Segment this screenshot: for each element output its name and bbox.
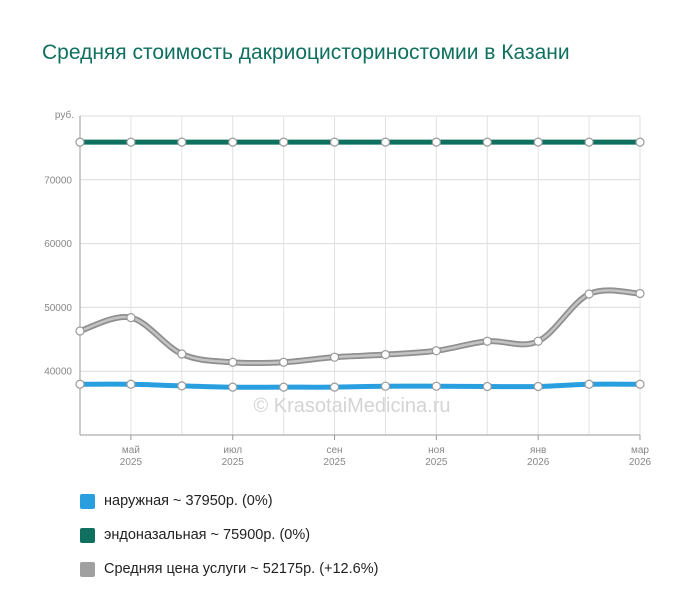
x-tick-label-year: 2026: [629, 457, 652, 468]
data-point: [482, 137, 492, 147]
y-unit-label: руб.: [55, 109, 74, 121]
x-tick-label-month: ноя: [428, 445, 445, 456]
x-tick-label-month: сен: [326, 445, 342, 456]
data-point: [279, 137, 289, 147]
legend-swatch-endonasal: [80, 527, 95, 543]
x-tick-label-year: 2025: [120, 457, 143, 468]
data-point: [635, 288, 645, 299]
legend-swatch-average: [80, 561, 95, 577]
data-point: [228, 137, 238, 147]
legend-label-average: Средняя цена услуги ~ 52175р. (+12.6%): [104, 561, 379, 577]
x-tick-label-month: май: [122, 445, 140, 456]
legend-item-average[interactable]: Средняя цена услуги ~ 52175р. (+12.6%): [80, 552, 378, 586]
legend-label-endonasal: эндоназальная ~ 75900р. (0%): [104, 527, 311, 543]
axis-labels: 40000500006000070000руб.май2025июл2025се…: [44, 109, 651, 468]
data-point: [126, 137, 136, 147]
y-tick-label: 60000: [44, 239, 72, 250]
series-endonasal: [75, 137, 645, 147]
data-point: [533, 336, 543, 346]
data-point: [635, 137, 645, 147]
data-point: [228, 382, 238, 392]
data-point: [329, 137, 340, 147]
data-point: [431, 137, 441, 147]
x-tick-label-month: янв: [530, 445, 546, 456]
data-point: [126, 379, 136, 389]
data-point: [75, 137, 85, 147]
chart-title: Средняя стоимость дакриоцисториностомии …: [42, 41, 570, 64]
data-point: [380, 350, 391, 360]
data-point: [279, 382, 289, 392]
series-average: [75, 287, 645, 367]
y-tick-label: 50000: [44, 303, 72, 314]
grid: [79, 115, 641, 440]
data-point: [75, 379, 85, 389]
y-tick-label: 40000: [44, 367, 72, 378]
x-tick-label-month: июл: [223, 445, 242, 456]
data-point: [482, 381, 492, 392]
x-tick-label-year: 2025: [425, 457, 448, 468]
data-point: [431, 381, 441, 391]
data-point: [584, 289, 594, 299]
data-point: [584, 379, 594, 389]
y-tick-label: 70000: [44, 175, 72, 186]
data-point: [75, 326, 85, 336]
x-tick-label-month: мар: [631, 445, 649, 456]
legend: наружная ~ 37950р. (0%) эндоназальная ~ …: [80, 484, 378, 586]
data-point: [482, 336, 492, 346]
data-point: [177, 349, 187, 359]
data-point: [431, 346, 441, 356]
legend-label-outer: наружная ~ 37950р. (0%): [104, 493, 273, 509]
data-point: [177, 137, 187, 147]
x-tick-label-year: 2025: [323, 457, 346, 468]
series-outer: [75, 379, 645, 392]
data-point: [126, 313, 136, 323]
x-tick-label-year: 2026: [527, 457, 550, 468]
series-line: [78, 289, 642, 365]
data-point: [279, 357, 289, 367]
series-line: [77, 381, 643, 390]
data-point: [380, 137, 391, 147]
legend-item-outer[interactable]: наружная ~ 37950р. (0%): [80, 484, 378, 518]
legend-item-endonasal[interactable]: эндоназальная ~ 75900р. (0%): [80, 518, 378, 552]
series-layer: [75, 137, 645, 392]
data-point: [228, 357, 238, 367]
data-point: [329, 382, 340, 392]
data-point: [533, 381, 543, 392]
legend-swatch-outer: [80, 493, 95, 509]
data-point: [177, 381, 187, 391]
watermark-text: © KrasotaiMedicina.ru: [253, 395, 450, 417]
data-point: [533, 137, 543, 147]
data-point: [329, 352, 340, 362]
data-point: [380, 381, 391, 391]
data-point: [635, 379, 645, 389]
x-tick-label-year: 2025: [222, 457, 245, 468]
data-point: [584, 137, 594, 147]
